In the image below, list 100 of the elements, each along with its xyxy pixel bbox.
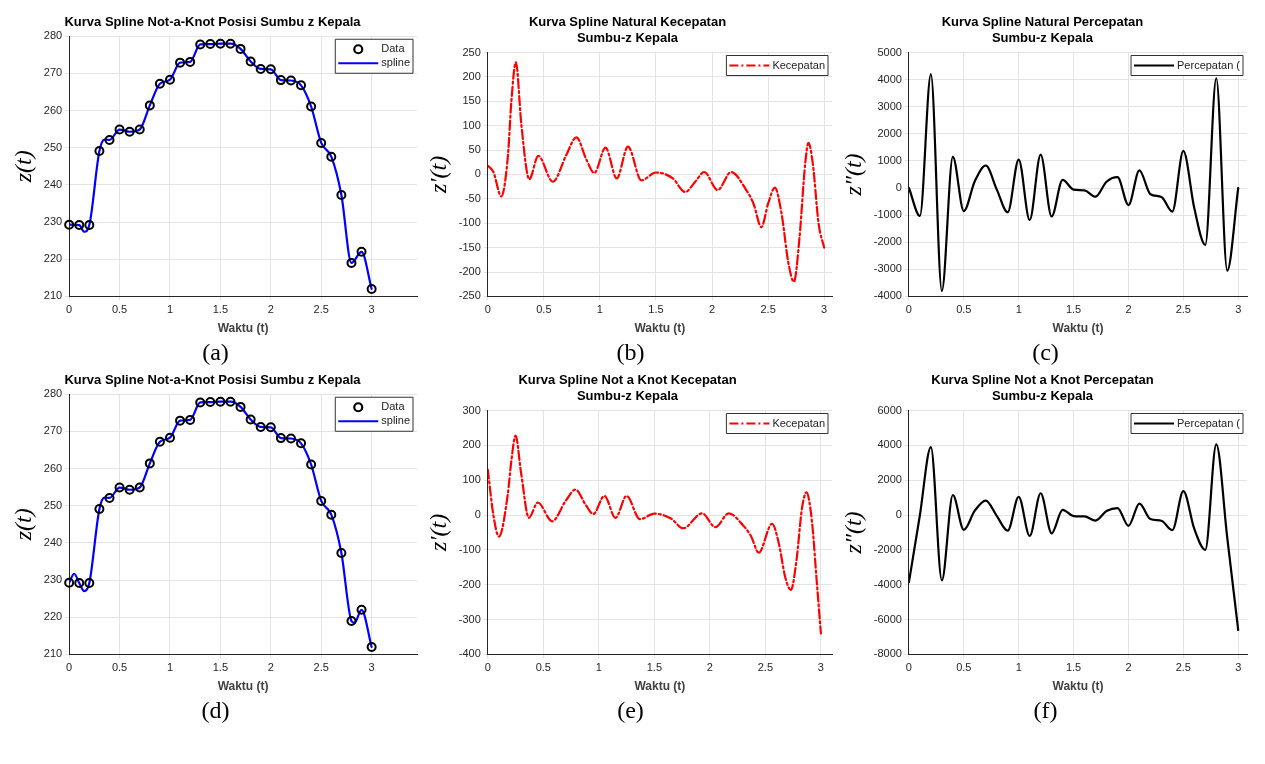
x-tick-label: 1 [166,303,174,316]
point [366,641,377,652]
x-axis-title: Waktu (t) [217,679,269,694]
y-axis-title: z′(t) [424,155,451,195]
point [205,397,216,408]
y-tick-label: -150 [458,240,481,253]
point [296,438,307,449]
point [235,401,246,412]
y-tick-label: -250 [458,289,481,302]
y-tick-label: -400 [458,647,481,660]
point [195,39,206,50]
point [104,492,115,503]
point [306,101,317,112]
x-tick-label: 0.5 [536,303,552,316]
point [104,134,115,145]
point [164,432,175,443]
point [124,126,135,137]
y-tick-label: 2000 [877,473,902,486]
y-tick-label: 230 [43,573,63,586]
chart-title: Kurva Spline Not a Knot Kecepatan Sumbu-z Kepala [518,371,737,403]
x-tick-label: 3 [1235,661,1242,674]
point [185,56,196,67]
y-tick-label: -100 [458,216,481,229]
point [235,43,246,54]
point [205,39,216,50]
y-tick-label: 200 [462,69,481,82]
point [275,433,286,444]
y-tick-label: -200 [458,265,481,278]
chart-title: Kurva Spline Not-a-Knot Posisi Sumbu z Kepala [64,371,362,387]
y-tick-label: 6000 [877,403,902,416]
x-tick-label: 0 [66,661,73,674]
point [245,56,256,67]
chart-title: Kurva Spline Not-a-Knot Posisi Sumbu z Kepala [64,13,362,29]
x-tick-label: 1.5 [646,661,663,674]
x-tick-label: 3 [368,303,375,316]
x-tick-label: 1 [166,661,174,674]
y-tick-label: 150 [462,94,481,107]
x-tick-label: 0 [484,661,491,674]
point [134,124,145,135]
y-tick-label: -3000 [873,262,902,275]
x-tick-label: 0.5 [535,661,551,674]
x-tick-label: 2.5 [760,303,776,316]
y-axis-title: z″(t) [839,153,866,197]
y-tick-label: -100 [458,542,481,555]
point [225,396,236,407]
point [84,578,95,589]
y-tick-label: -300 [458,612,481,625]
y-tick-label: -4000 [873,577,902,590]
x-tick-label: 1.5 [212,661,229,674]
legend-label: Kecepatan [772,416,826,429]
x-tick-label: 0.5 [111,661,128,674]
x-tick-label: 0 [484,303,491,316]
x-tick-label: 1.5 [212,303,229,316]
y-tick-label: -6000 [873,612,902,625]
y-axis-title: z(t) [9,508,36,542]
point [185,414,196,425]
point [144,458,155,469]
point [326,151,337,162]
y-tick-label: 280 [43,387,63,400]
y-tick-label: 3000 [877,99,902,112]
x-axis-title: Waktu (t) [217,321,269,336]
x-tick-label: 2 [1125,303,1132,316]
x-tick-label: 0.5 [111,303,128,316]
point [164,74,175,85]
y-tick-label: 5000 [877,45,902,58]
y-tick-label: 240 [43,177,63,190]
y-tick-label: 260 [43,103,63,116]
x-tick-label: 2.5 [313,661,329,674]
text: (b) [615,338,646,366]
y-tick-label: 200 [462,438,481,451]
x-tick-label: 3 [1235,303,1242,316]
point [114,482,125,493]
x-tick-label: 2 [706,661,713,674]
point [255,421,266,432]
point [124,484,135,495]
text: (f) [1032,696,1059,724]
point [215,396,226,407]
x-tick-label: 1.5 [648,303,664,316]
x-tick-label: 0 [66,303,73,316]
y-tick-label: 250 [43,498,63,511]
line-series [908,73,1240,293]
point [94,504,105,515]
y-tick-label: -2000 [873,542,902,555]
text: (e) [616,696,645,724]
y-tick-label: 230 [43,215,63,228]
point [74,578,85,589]
point [175,57,186,68]
x-axis-title: Waktu (t) [634,321,686,336]
y-tick-label: 0 [895,181,902,194]
x-tick-label: 0.5 [956,661,972,674]
legend-label: spline [381,414,411,427]
point [154,78,165,89]
y-tick-label: 240 [43,535,63,548]
y-tick-label: 1000 [877,153,902,166]
point [144,100,155,111]
point [175,415,186,426]
x-tick-label: 0 [905,661,912,674]
x-tick-label: 3 [368,661,375,674]
x-tick-label: 2 [267,661,274,674]
point [134,482,145,493]
